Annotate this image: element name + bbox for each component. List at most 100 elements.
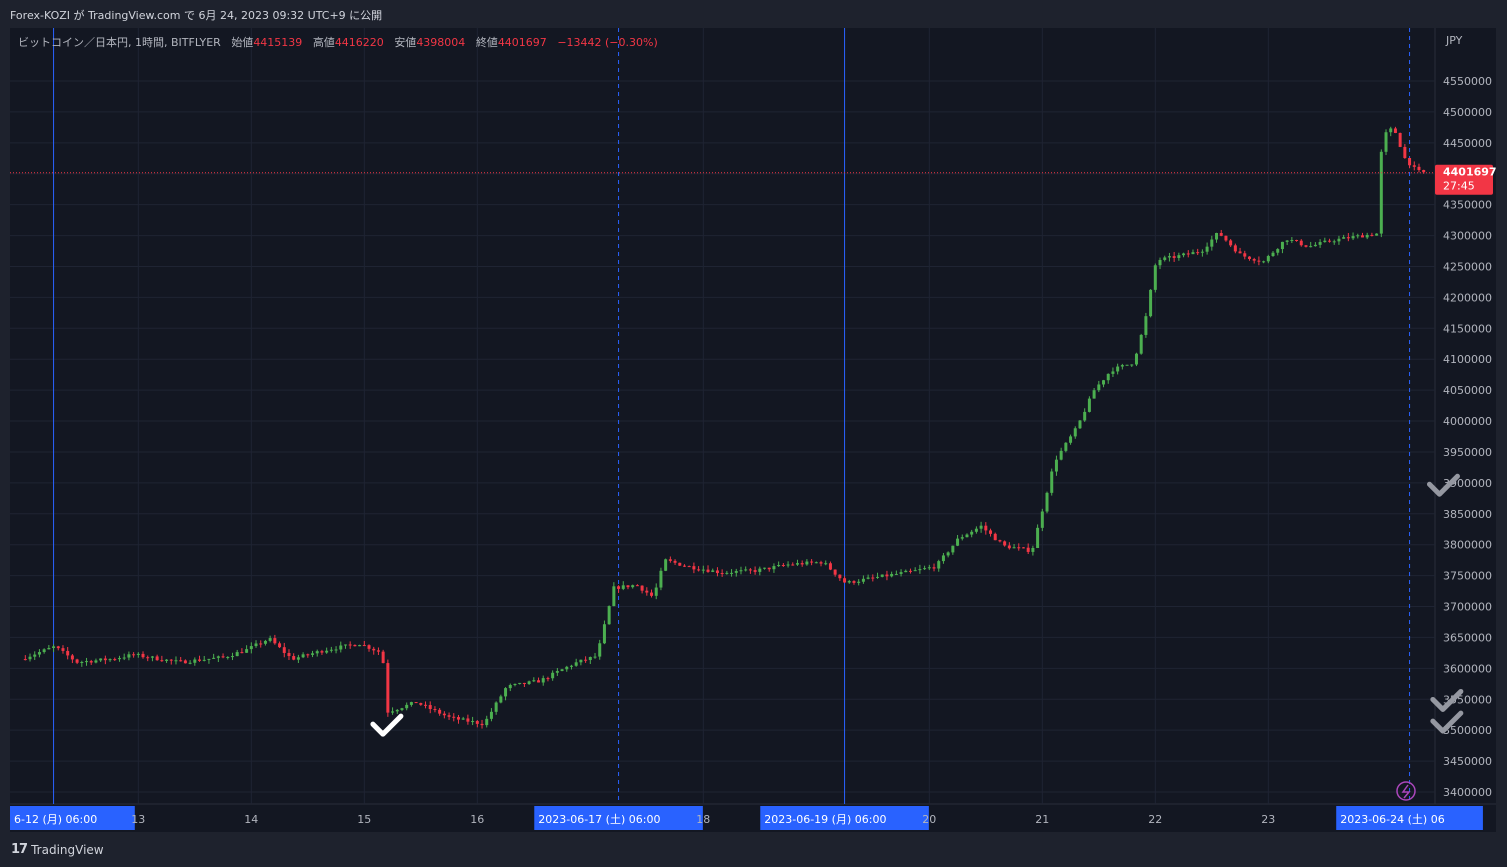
candle-body: [565, 666, 569, 670]
price-axis[interactable]: [1435, 28, 1496, 804]
candle-body: [1318, 242, 1322, 245]
candle-body: [635, 585, 639, 587]
candle-body: [127, 654, 131, 658]
candle-body: [1158, 259, 1162, 266]
candle-body: [532, 680, 536, 682]
legend-high-label: 高値: [312, 36, 335, 49]
candle-body: [1186, 253, 1190, 255]
candle-body: [598, 643, 602, 657]
candle-body: [1102, 380, 1106, 385]
y-tick-label: 4300000: [1443, 230, 1492, 243]
candle-body: [518, 682, 522, 684]
candle-body: [1313, 244, 1317, 247]
candle-body: [306, 654, 310, 656]
candle-body: [555, 671, 559, 673]
checkmark-icon[interactable]: [1430, 710, 1464, 734]
candle-body: [1144, 316, 1148, 335]
y-tick-label: 4050000: [1443, 384, 1492, 397]
candle-body: [574, 662, 578, 666]
candle-body: [212, 657, 216, 659]
candle-body: [824, 563, 828, 565]
candle-body: [664, 559, 668, 571]
candle-body: [697, 569, 701, 571]
symbol-legend: ビットコイン／日本円, 1時間, BITFLYER 始値4415139 高値44…: [18, 34, 658, 50]
candle-body: [99, 658, 103, 661]
candle-body: [965, 534, 969, 538]
candle-body: [602, 624, 606, 644]
candle-body: [748, 569, 752, 571]
candle-body: [927, 567, 931, 569]
candle-body: [1224, 235, 1228, 241]
x-tick-label: 6-12 (月) 06:00: [14, 813, 97, 826]
candle-body: [1059, 450, 1063, 460]
candle-body: [541, 678, 545, 683]
candle-body: [343, 644, 347, 646]
candle-body: [56, 646, 60, 649]
candle-body: [1285, 240, 1289, 242]
candle-body: [207, 658, 211, 660]
candle-body: [489, 711, 493, 719]
tradingview-brand[interactable]: 17 TradingView: [11, 842, 104, 857]
y-tick-label: 4550000: [1443, 75, 1492, 88]
candle-body: [414, 702, 418, 704]
candle-body: [941, 555, 945, 562]
candle-body: [1342, 237, 1346, 239]
candle-body: [1153, 265, 1157, 290]
footer-bar: 17 TradingView: [0, 834, 1507, 867]
candle-body: [504, 688, 508, 697]
candle-body: [33, 654, 37, 657]
candle-body: [810, 561, 814, 563]
candle-body: [179, 660, 183, 662]
candle-body: [795, 563, 799, 565]
candle-body: [654, 587, 658, 596]
price-chart[interactable]: 3400000345000035000003550000360000036500…: [0, 0, 1507, 834]
checkmark-icon[interactable]: [1426, 473, 1460, 497]
legend-low-label: 安値: [394, 36, 417, 49]
candle-body: [861, 578, 865, 582]
y-tick-label: 3500000: [1443, 724, 1492, 737]
y-tick-label: 4500000: [1443, 106, 1492, 119]
candle-body: [329, 649, 333, 651]
time-axis[interactable]: [10, 804, 1496, 832]
candle-body: [52, 646, 56, 648]
candle-body: [1097, 384, 1101, 391]
candle-body: [767, 567, 771, 570]
candle-body: [456, 717, 460, 720]
x-tick-label: 13: [131, 813, 145, 826]
candle-body: [94, 660, 98, 663]
checkmark-icon[interactable]: [370, 713, 404, 737]
lightning-icon[interactable]: [1396, 781, 1416, 801]
candle-body: [1323, 240, 1327, 243]
candle-body: [28, 656, 32, 660]
candle-body: [292, 656, 296, 660]
candle-body: [438, 709, 442, 714]
candle-body: [1017, 547, 1021, 549]
candle-body: [240, 652, 244, 654]
candle-body: [1036, 527, 1040, 548]
candle-body: [1064, 442, 1068, 451]
y-tick-label: 3700000: [1443, 601, 1492, 614]
candle-body: [833, 569, 837, 575]
candle-body: [132, 654, 136, 656]
candle-body: [235, 652, 239, 657]
chart-pane[interactable]: [10, 28, 1496, 832]
checkmark-icon[interactable]: [1430, 688, 1464, 712]
candle-body: [800, 563, 804, 565]
publish-info: Forex-KOZI が TradingView.com で 6月 24, 20…: [10, 9, 383, 22]
candle-body: [880, 574, 884, 577]
candle-body: [513, 683, 517, 686]
candle-body: [607, 606, 611, 625]
candle-body: [1210, 239, 1214, 247]
candle-body: [527, 681, 531, 685]
candle-body: [1092, 390, 1096, 399]
candle-body: [989, 530, 993, 534]
candle-body: [249, 646, 253, 650]
y-tick-label: 3600000: [1443, 662, 1492, 675]
candle-body: [1021, 547, 1025, 549]
candle-body: [1031, 547, 1035, 552]
x-tick-label: 2023-06-24 (土) 06: [1340, 813, 1445, 826]
candle-body: [763, 567, 767, 569]
last-price-label: 4401697: [1443, 166, 1497, 179]
candle-body: [631, 585, 635, 588]
y-tick-label: 3650000: [1443, 631, 1492, 644]
